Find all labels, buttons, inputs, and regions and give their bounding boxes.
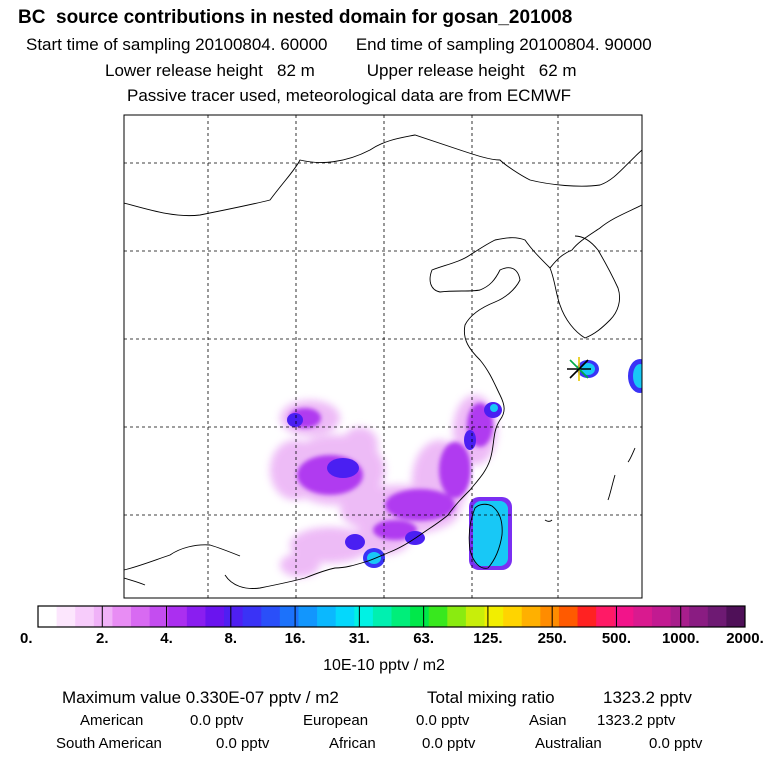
colorbar-cell	[112, 606, 132, 627]
plot-title: BC source contributions in nested domain…	[18, 7, 573, 28]
region-value: 0.0 pptv	[216, 735, 270, 752]
sampling-times: Start time of sampling 20100804. 60000 E…	[26, 36, 652, 53]
colorbar-cell	[428, 606, 448, 627]
colorbar-cell	[149, 606, 169, 627]
region-value: 0.0 pptv	[649, 735, 703, 752]
colorbar-cell	[707, 606, 727, 627]
region-name: South American	[56, 735, 162, 752]
colorbar-cell	[670, 606, 690, 627]
colorbar-cell	[484, 606, 504, 627]
colorbar-tick-label: 250.	[537, 630, 567, 647]
colorbar-cell	[186, 606, 206, 627]
colorbar-tick-label: 125.	[473, 630, 503, 647]
colorbar-tick-label: 16.	[284, 630, 306, 647]
source-contribution-map	[123, 114, 643, 599]
region-value: 1323.2 pptv	[597, 712, 676, 729]
colorbar-cell	[56, 606, 76, 627]
colorbar-cell	[689, 606, 709, 627]
graticule	[124, 115, 642, 598]
total-mixing-value: 1323.2 pptv	[603, 688, 692, 707]
region-name: American	[80, 712, 144, 729]
region-value: 0.0 pptv	[422, 735, 476, 752]
colorbar-cell	[279, 606, 299, 627]
colorbar-tick-label: 0.	[20, 630, 33, 647]
colorbar-cell	[224, 606, 244, 627]
coastlines	[124, 134, 642, 589]
colorbar	[37, 605, 746, 628]
colorbar-cell	[651, 606, 672, 627]
colorbar-cell	[614, 606, 634, 627]
colorbar-cell	[335, 606, 355, 627]
colorbar-cell	[38, 606, 58, 627]
colorbar-cell	[205, 606, 225, 627]
colorbar-cell	[447, 606, 467, 627]
end-time-label: End time of sampling 20100804. 90000	[355, 35, 652, 54]
colorbar-cell	[391, 606, 411, 627]
colorbar-tick-label: 500.	[601, 630, 632, 647]
colorbar-cell	[93, 606, 113, 627]
colorbar-tick-label: 1000.	[661, 630, 700, 647]
region-value: 0.0 pptv	[190, 712, 244, 729]
colorbar-cell	[726, 606, 746, 627]
max-value-label: Maximum value 0.330E-07 pptv / m2	[62, 688, 339, 707]
colorbar-cell	[558, 606, 579, 627]
colorbar-tick-label: 2.	[96, 630, 109, 647]
region-name: African	[329, 735, 376, 752]
tracer-note: Passive tracer used, meteorological data…	[127, 86, 572, 105]
colorbar-cell	[410, 606, 430, 627]
colorbar-cell	[75, 606, 95, 627]
colorbar-cell	[298, 606, 318, 627]
colorbar-tick-label: 31.	[348, 630, 370, 647]
colorbar-cell	[261, 606, 281, 627]
receptor-star-icon	[567, 357, 591, 381]
region-name: Asian	[529, 712, 567, 729]
colorbar-cell	[540, 606, 560, 627]
total-mixing-label: Total mixing ratio	[427, 688, 555, 707]
colorbar-frame	[37, 605, 746, 628]
colorbar-units: 10E-10 pptv / m2	[323, 657, 445, 674]
colorbar-cell	[131, 606, 151, 627]
colorbar-cell	[354, 606, 374, 627]
colorbar-cell	[521, 606, 541, 627]
colorbar-cell	[465, 606, 486, 627]
release-heights: Lower release height 82 m Upper release …	[105, 62, 577, 79]
region-value: 0.0 pptv	[416, 712, 470, 729]
lower-release-label: Lower release height 82 m	[105, 61, 315, 80]
colorbar-cell	[168, 606, 188, 627]
colorbar-tick-label: 2000.	[726, 630, 764, 647]
colorbar-cell	[503, 606, 523, 627]
colorbar-cell	[596, 606, 616, 627]
colorbar-cell	[372, 606, 392, 627]
colorbar-cell	[242, 606, 262, 627]
colorbar-cell	[317, 606, 337, 627]
region-name: European	[303, 712, 369, 729]
upper-release-label: Upper release height 62 m	[366, 61, 577, 80]
colorbar-tick-label: 8.	[224, 630, 238, 647]
colorbar-tick-label: 63.	[413, 630, 435, 647]
region-name: Australian	[535, 735, 602, 752]
start-time-label: Start time of sampling 20100804. 60000	[26, 35, 328, 54]
colorbar-cells	[38, 606, 746, 627]
colorbar-tick-label: 4.	[160, 630, 173, 647]
colorbar-cell	[577, 606, 597, 627]
map-frame	[123, 114, 643, 599]
colorbar-cell	[633, 606, 653, 627]
